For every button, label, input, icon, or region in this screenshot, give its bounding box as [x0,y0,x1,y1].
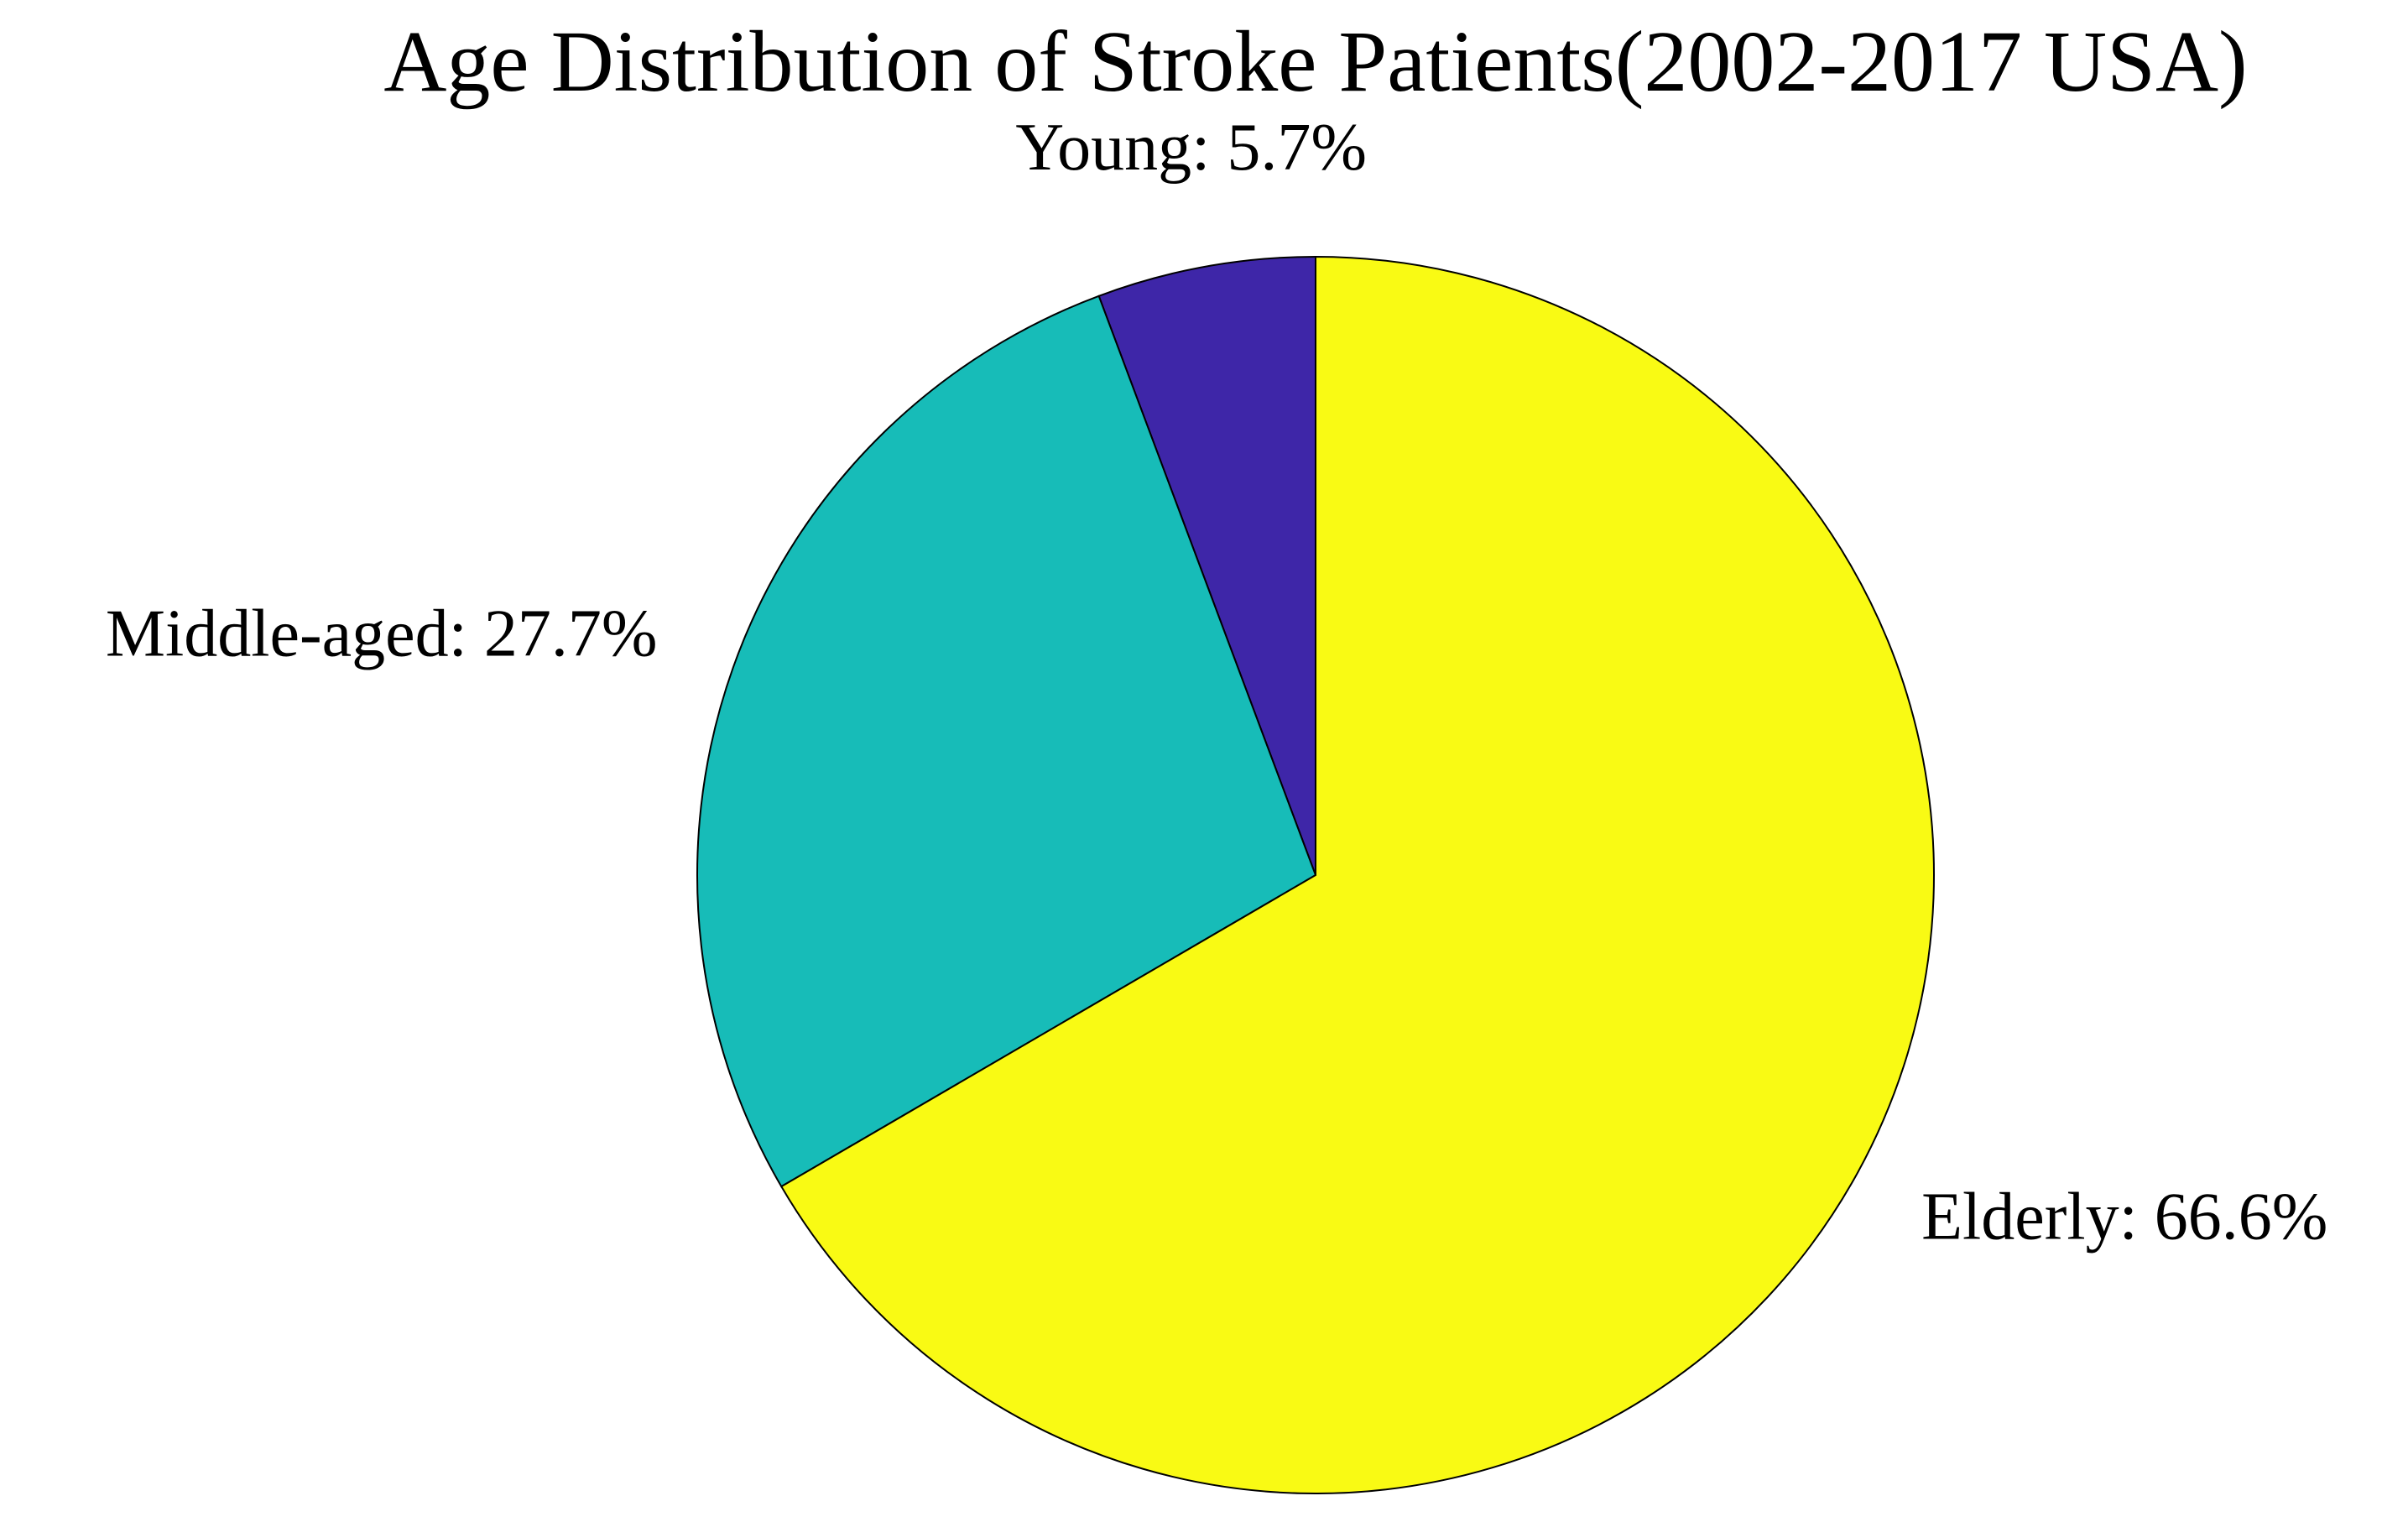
slice-label: Elderly: 66.6% [1921,1180,2327,1254]
pie-slice [1097,255,1316,876]
pie-slice [696,294,1317,1188]
chart-title: Age Distribution of Stroke Patients(2002… [383,13,2247,110]
slice-label: Young: 5.7% [1015,111,1367,185]
pie-slice [779,255,1935,1494]
slice-label: Middle-aged: 27.7% [106,597,658,671]
